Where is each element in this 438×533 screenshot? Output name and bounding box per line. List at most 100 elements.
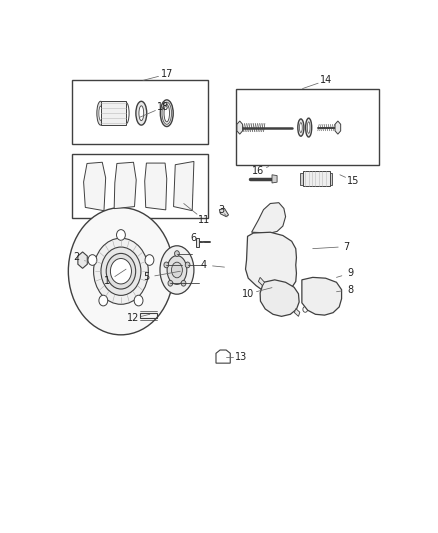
Polygon shape — [303, 172, 330, 186]
Circle shape — [117, 230, 125, 240]
Text: 14: 14 — [320, 75, 332, 85]
Circle shape — [182, 193, 186, 197]
Polygon shape — [101, 101, 126, 125]
Polygon shape — [272, 175, 277, 183]
Circle shape — [185, 262, 190, 268]
Text: 9: 9 — [347, 268, 353, 278]
Ellipse shape — [136, 101, 147, 125]
Circle shape — [154, 187, 157, 191]
Ellipse shape — [307, 122, 310, 133]
Circle shape — [176, 193, 179, 197]
Circle shape — [147, 187, 151, 191]
Circle shape — [123, 181, 127, 185]
Ellipse shape — [298, 119, 304, 136]
Circle shape — [288, 246, 293, 253]
Circle shape — [145, 255, 154, 265]
Text: 11: 11 — [198, 215, 210, 225]
Circle shape — [94, 238, 148, 304]
Text: 10: 10 — [242, 289, 254, 299]
Circle shape — [303, 306, 307, 312]
Text: 7: 7 — [343, 241, 350, 252]
Polygon shape — [78, 252, 87, 268]
Polygon shape — [258, 277, 265, 286]
Circle shape — [288, 277, 293, 284]
Circle shape — [99, 181, 102, 185]
Ellipse shape — [160, 246, 194, 294]
Circle shape — [181, 280, 186, 286]
Circle shape — [147, 199, 151, 204]
Circle shape — [88, 255, 97, 265]
Circle shape — [134, 295, 143, 306]
Circle shape — [80, 257, 85, 263]
Ellipse shape — [97, 101, 104, 125]
Text: 1: 1 — [104, 277, 110, 286]
Circle shape — [182, 187, 186, 191]
Polygon shape — [302, 277, 342, 315]
Circle shape — [265, 255, 282, 276]
Circle shape — [99, 295, 108, 306]
Circle shape — [160, 193, 163, 197]
Circle shape — [117, 199, 120, 204]
Circle shape — [160, 199, 163, 204]
Text: 16: 16 — [252, 166, 265, 176]
Circle shape — [313, 290, 325, 304]
Circle shape — [129, 187, 133, 191]
Circle shape — [168, 280, 173, 286]
Circle shape — [129, 181, 133, 185]
Circle shape — [86, 193, 89, 197]
Circle shape — [189, 199, 192, 204]
Ellipse shape — [139, 106, 144, 120]
Polygon shape — [237, 121, 243, 134]
Circle shape — [189, 193, 192, 197]
Circle shape — [129, 193, 133, 197]
Ellipse shape — [306, 118, 312, 137]
Ellipse shape — [160, 100, 173, 126]
Circle shape — [101, 247, 141, 295]
Polygon shape — [84, 162, 106, 211]
Polygon shape — [300, 173, 303, 184]
Polygon shape — [145, 163, 167, 210]
Text: 13: 13 — [235, 352, 247, 362]
Polygon shape — [246, 232, 297, 295]
Circle shape — [164, 262, 169, 268]
Circle shape — [154, 181, 157, 185]
Circle shape — [123, 187, 127, 191]
Circle shape — [86, 199, 89, 204]
Circle shape — [175, 251, 179, 256]
Ellipse shape — [99, 106, 102, 120]
Polygon shape — [294, 309, 300, 317]
Ellipse shape — [300, 123, 302, 133]
Circle shape — [110, 259, 131, 284]
Polygon shape — [251, 203, 286, 233]
Circle shape — [309, 285, 329, 309]
Circle shape — [92, 187, 96, 191]
Circle shape — [288, 296, 297, 306]
Polygon shape — [335, 121, 341, 134]
Text: 12: 12 — [127, 313, 139, 324]
Polygon shape — [173, 161, 194, 211]
Circle shape — [123, 199, 127, 204]
Polygon shape — [260, 280, 299, 317]
Ellipse shape — [167, 256, 187, 284]
Circle shape — [160, 181, 163, 185]
Text: 15: 15 — [347, 176, 360, 186]
Text: 4: 4 — [201, 260, 207, 270]
Circle shape — [86, 181, 89, 185]
Circle shape — [176, 181, 179, 185]
Text: 18: 18 — [157, 102, 170, 112]
Circle shape — [176, 187, 179, 191]
Text: 8: 8 — [347, 285, 353, 295]
Polygon shape — [219, 208, 229, 216]
Circle shape — [129, 199, 133, 204]
Circle shape — [123, 193, 127, 197]
Ellipse shape — [164, 104, 170, 122]
Circle shape — [182, 199, 186, 204]
Circle shape — [106, 253, 136, 289]
Circle shape — [331, 282, 336, 288]
Circle shape — [189, 181, 192, 185]
Ellipse shape — [172, 262, 182, 278]
Circle shape — [189, 187, 192, 191]
Text: 6: 6 — [191, 233, 197, 244]
Text: 2: 2 — [74, 252, 80, 262]
Circle shape — [99, 199, 102, 204]
